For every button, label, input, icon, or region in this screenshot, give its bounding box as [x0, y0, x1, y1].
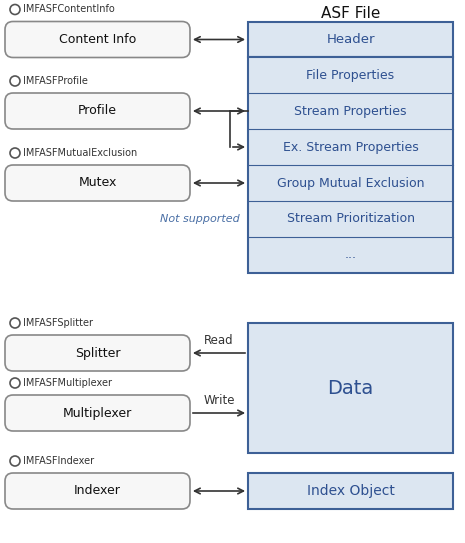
Text: IMFASFContentInfo: IMFASFContentInfo — [23, 4, 115, 15]
Circle shape — [10, 378, 20, 388]
Text: Stream Properties: Stream Properties — [294, 104, 407, 117]
FancyBboxPatch shape — [5, 473, 190, 509]
Text: Not supported: Not supported — [160, 214, 240, 224]
Circle shape — [10, 76, 20, 86]
Text: IMFASFMutualExclusion: IMFASFMutualExclusion — [23, 148, 137, 158]
Text: ASF File: ASF File — [321, 7, 380, 22]
FancyBboxPatch shape — [5, 335, 190, 371]
Text: Stream Prioritization: Stream Prioritization — [286, 212, 414, 225]
FancyBboxPatch shape — [5, 165, 190, 201]
Text: Write: Write — [203, 395, 235, 407]
Text: Mutex: Mutex — [78, 176, 117, 190]
Text: IMFASFMultiplexer: IMFASFMultiplexer — [23, 378, 112, 388]
FancyBboxPatch shape — [5, 395, 190, 431]
Bar — [248, 22, 453, 57]
Text: Content Info: Content Info — [59, 33, 136, 46]
Text: Read: Read — [204, 334, 234, 348]
Text: File Properties: File Properties — [306, 68, 395, 81]
Text: Header: Header — [326, 33, 375, 46]
Text: IMFASFSplitter: IMFASFSplitter — [23, 318, 93, 328]
Text: Splitter: Splitter — [75, 346, 120, 359]
Bar — [248, 473, 453, 509]
Circle shape — [10, 4, 20, 15]
Circle shape — [10, 318, 20, 328]
Text: IMFASFIndexer: IMFASFIndexer — [23, 456, 94, 466]
Bar — [248, 323, 453, 453]
Circle shape — [10, 456, 20, 466]
Circle shape — [10, 148, 20, 158]
Text: Ex. Stream Properties: Ex. Stream Properties — [283, 141, 418, 154]
Text: IMFASFProfile: IMFASFProfile — [23, 76, 88, 86]
Bar — [248, 57, 453, 273]
Text: Indexer: Indexer — [74, 484, 121, 497]
Text: Multiplexer: Multiplexer — [63, 407, 132, 420]
Text: Profile: Profile — [78, 104, 117, 117]
Text: ...: ... — [345, 249, 357, 262]
FancyBboxPatch shape — [5, 93, 190, 129]
FancyBboxPatch shape — [5, 22, 190, 58]
Text: Group Mutual Exclusion: Group Mutual Exclusion — [277, 176, 424, 190]
Text: Data: Data — [327, 378, 373, 397]
Text: Index Object: Index Object — [306, 484, 394, 498]
